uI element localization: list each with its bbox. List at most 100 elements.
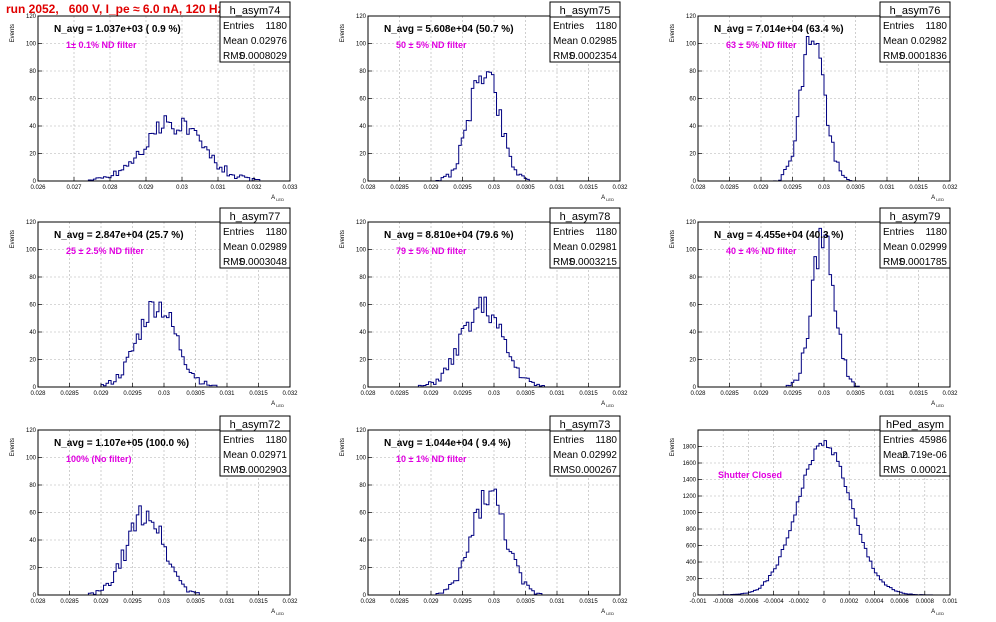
stats-title: h_asym77 [230,211,281,223]
x-axis-label: A LED [931,195,944,202]
stats-value: 0.0003048 [240,257,288,268]
x-tick-label: 0.032 [282,391,298,397]
stats-key: Mean [883,450,908,461]
x-tick-label: 0.032 [612,391,628,397]
x-tick-label: 0.03 [818,391,830,397]
y-tick-label: 100 [26,456,37,462]
x-tick-label: 0.029 [753,185,769,191]
x-tick-label: 0.0305 [516,391,535,397]
x-tick-label: 0.029 [423,391,439,397]
x-tick-label: 0.031 [549,391,565,397]
stats-value: 1180 [925,21,947,32]
stats-title: h_asym74 [230,5,281,17]
stats-key: Entries [553,227,584,238]
stats-value: 0.02981 [581,242,618,253]
navg-label: N_avg = 1.044e+04 ( 9.4 %) [384,438,511,449]
x-tick-label: 0.0315 [579,599,598,605]
x-tick-label: 0.026 [30,185,46,191]
y-tick-label: 60 [29,511,36,517]
histogram-panel-h_asym78: 0.028 0.0285 0.029 0.0295 0.03 0.0305 0.031 0.0… [340,207,628,408]
y-tick-label: 0 [33,593,37,599]
filter-label: 40 ± 4% ND filter [726,246,797,256]
y-tick-label: 0 [363,179,367,185]
x-tick-label: 0.029 [93,391,109,397]
x-tick-label: 0.028 [360,185,376,191]
x-tick-label: 0.0315 [579,185,598,191]
y-tick-label: 100 [686,42,697,48]
stats-box [549,415,621,477]
stats-value: 0.000267 [575,465,617,476]
x-tick-label: 0.028 [690,391,706,397]
y-tick-label: 0 [693,593,697,599]
y-tick-label: 120 [356,14,367,20]
y-axis-label: Events [340,438,346,456]
x-tick-label: -0.0008 [713,599,734,605]
x-axis-label: A LED [271,195,284,202]
x-tick-label: 0.032 [282,599,298,605]
y-tick-label: 80 [29,275,36,281]
y-tick-label: 120 [356,428,367,434]
stats-value: 0.0008029 [240,51,288,62]
x-tick-label: 0.032 [612,185,628,191]
x-tick-label: 0.0305 [186,391,205,397]
x-axis-label: A LED [931,401,944,408]
y-tick-label: 120 [26,14,37,20]
stats-key: Entries [883,21,914,32]
x-tick-label: 0.0315 [579,391,598,397]
x-tick-label: 0.0285 [60,391,79,397]
stats-value: 1180 [265,435,287,446]
x-tick-label: 0.0285 [390,185,409,191]
stats-value: 0.02992 [581,450,618,461]
y-tick-label: 1400 [683,478,697,484]
stats-title: h_asym72 [230,419,281,431]
histogram-panel-h_asym75: 0.028 0.0285 0.029 0.0295 0.03 0.0305 0.031 0.0… [340,1,628,202]
stats-box [549,1,621,63]
stats-key: Mean [553,450,578,461]
stats-box [549,207,621,269]
x-tick-label: 0.031 [879,391,895,397]
y-tick-label: 1600 [683,461,697,467]
x-tick-label: 0.0295 [453,599,472,605]
x-tick-label: 0.032 [612,599,628,605]
x-axis-label: A LED [931,609,944,616]
stats-title: h_asym75 [560,5,611,17]
y-tick-label: 40 [359,124,366,130]
x-tick-label: 0.031 [219,391,235,397]
filter-label: 1± 0.1% ND filter [66,40,137,50]
x-tick-label: 0.03 [818,185,830,191]
y-tick-label: 100 [26,248,37,254]
y-tick-label: 40 [689,124,696,130]
filter-label: 63 ± 5% ND filter [726,40,797,50]
navg-label: N_avg = 1.037e+03 ( 0.9 %) [54,24,181,35]
stats-key: Mean [223,242,248,253]
x-tick-label: 0.0285 [720,185,739,191]
stats-value: 0.02985 [581,36,618,47]
stats-value: 0.02982 [911,36,948,47]
y-tick-label: 120 [26,220,37,226]
x-tick-label: -0.0002 [789,599,810,605]
x-axis-label: A LED [601,609,614,616]
y-tick-label: 1800 [683,445,697,451]
y-tick-label: 400 [686,560,697,566]
y-tick-label: 20 [359,358,366,364]
x-tick-label: 0.028 [690,185,706,191]
y-tick-label: 80 [689,275,696,281]
filter-label: 100% (No filter) [66,454,132,464]
stats-value: 0.0003215 [570,257,618,268]
filter-label: 50 ± 5% ND filter [396,40,467,50]
stats-value: 0.02989 [251,242,288,253]
filter-label: 79 ± 5% ND filter [396,246,467,256]
x-tick-label: 0.031 [549,599,565,605]
y-tick-label: 20 [359,152,366,158]
x-axis-label: A LED [601,401,614,408]
x-axis-label: A LED [271,609,284,616]
y-tick-label: 1200 [683,494,697,500]
y-tick-label: 20 [29,566,36,572]
y-axis-label: Events [670,24,676,42]
stats-key: Entries [223,435,254,446]
y-axis-label: Events [340,24,346,42]
y-tick-label: 100 [26,42,37,48]
x-axis-label: A LED [271,401,284,408]
x-tick-label: 0.028 [360,599,376,605]
